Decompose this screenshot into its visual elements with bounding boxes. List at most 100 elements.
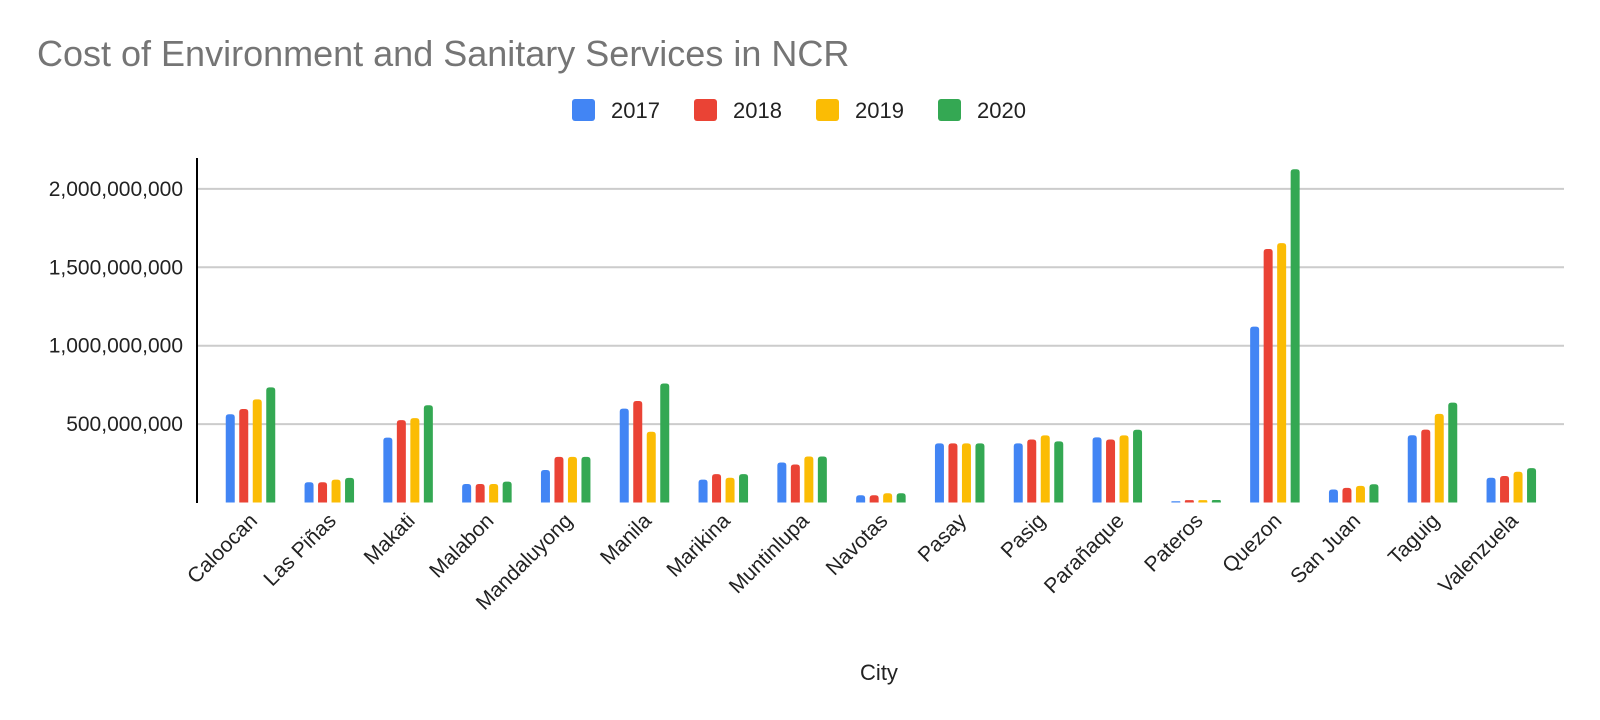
- bar-2019[interactable]: [331, 479, 341, 503]
- bar-2018[interactable]: [633, 401, 643, 503]
- bar-2020[interactable]: [423, 405, 433, 503]
- legend-label: 2017: [611, 98, 660, 123]
- bar-2019[interactable]: [1513, 471, 1523, 503]
- bar-2020[interactable]: [1369, 484, 1379, 503]
- bar-2018[interactable]: [1106, 439, 1116, 503]
- bar-2018[interactable]: [239, 409, 249, 503]
- legend-item-2017[interactable]: 2017: [572, 98, 660, 123]
- bar-group-mandaluyong: [540, 456, 591, 503]
- bar-2017[interactable]: [934, 443, 944, 503]
- bar-2018[interactable]: [1027, 439, 1037, 503]
- bar-group-san-juan: [1328, 484, 1379, 503]
- bar-2020[interactable]: [502, 481, 512, 503]
- bar-2018[interactable]: [869, 495, 879, 503]
- bars: [225, 169, 1537, 503]
- bar-2017[interactable]: [1407, 435, 1417, 503]
- bar-2019[interactable]: [1355, 485, 1365, 503]
- bar-2018[interactable]: [475, 483, 485, 503]
- bar-2020[interactable]: [1211, 499, 1221, 503]
- bar-2020[interactable]: [345, 477, 355, 503]
- legend-item-2019[interactable]: 2019: [816, 98, 904, 123]
- bar-group-las-piñas: [304, 477, 355, 503]
- bar-group-parañaque: [1092, 429, 1143, 503]
- bar-2018[interactable]: [1500, 476, 1510, 503]
- bar-2020[interactable]: [1290, 169, 1300, 503]
- x-axis-title: City: [860, 660, 898, 685]
- bar-2018[interactable]: [790, 464, 800, 503]
- bar-2017[interactable]: [698, 479, 708, 503]
- bar-2019[interactable]: [883, 493, 893, 503]
- bar-2019[interactable]: [1277, 243, 1287, 503]
- bar-2020[interactable]: [266, 387, 276, 503]
- bar-group-muntinlupa: [777, 456, 827, 503]
- bar-group-makati: [383, 405, 433, 503]
- bar-2020[interactable]: [1133, 429, 1143, 503]
- bar-2017[interactable]: [777, 462, 787, 503]
- bar-2019[interactable]: [489, 483, 499, 503]
- legend-item-2020[interactable]: 2020: [938, 98, 1026, 123]
- legend-label: 2019: [855, 98, 904, 123]
- bar-2017[interactable]: [225, 414, 235, 503]
- bar-2020[interactable]: [660, 383, 670, 503]
- legend-label: 2018: [733, 98, 782, 123]
- chart-title: Cost of Environment and Sanitary Service…: [37, 33, 849, 74]
- bar-2019[interactable]: [1040, 435, 1050, 503]
- bar-2017[interactable]: [1092, 437, 1102, 503]
- y-tick-label: 1,500,000,000: [49, 256, 183, 279]
- bar-group-valenzuela: [1486, 468, 1537, 503]
- bar-2019[interactable]: [567, 456, 577, 503]
- bar-2019[interactable]: [725, 477, 735, 503]
- bar-2017[interactable]: [383, 437, 393, 503]
- bar-2017[interactable]: [1171, 501, 1181, 503]
- legend-item-2018[interactable]: 2018: [694, 98, 782, 123]
- bar-2018[interactable]: [1342, 487, 1352, 503]
- bar-2017[interactable]: [856, 495, 866, 503]
- bar-group-navotas: [856, 493, 906, 503]
- bar-2019[interactable]: [1434, 413, 1444, 503]
- bar-2020[interactable]: [1527, 468, 1537, 503]
- bar-2020[interactable]: [581, 456, 591, 503]
- bar-2020[interactable]: [817, 456, 827, 503]
- bar-2018[interactable]: [948, 443, 958, 503]
- legend-swatch: [816, 99, 839, 121]
- bar-2017[interactable]: [619, 408, 629, 503]
- legend-swatch: [572, 99, 595, 121]
- y-tick-label: 2,000,000,000: [49, 178, 183, 201]
- bar-group-pasay: [934, 443, 985, 503]
- bar-2018[interactable]: [554, 456, 564, 503]
- bar-2018[interactable]: [1184, 500, 1194, 503]
- bar-2019[interactable]: [804, 456, 814, 503]
- bar-2020[interactable]: [896, 493, 906, 503]
- legend-label: 2020: [977, 98, 1026, 123]
- bar-2017[interactable]: [1250, 326, 1260, 503]
- bar-2018[interactable]: [712, 474, 722, 503]
- y-axis-ticks: 500,000,000 1,000,000,000 1,500,000,000 2,0…: [49, 178, 183, 436]
- bar-group-malabon: [462, 481, 512, 503]
- bar-2018[interactable]: [396, 420, 406, 503]
- bar-2019[interactable]: [1198, 500, 1208, 503]
- bar-2018[interactable]: [1421, 429, 1431, 503]
- bar-2017[interactable]: [304, 482, 314, 503]
- bar-2019[interactable]: [961, 443, 971, 503]
- bar-2018[interactable]: [318, 482, 328, 503]
- bar-2020[interactable]: [1054, 441, 1064, 503]
- bar-2017[interactable]: [1013, 443, 1023, 503]
- bar-group-pateros: [1171, 499, 1221, 503]
- legend: 2017 2018 2019 2020: [572, 98, 1026, 123]
- bar-2017[interactable]: [462, 483, 472, 503]
- bar-2017[interactable]: [1328, 489, 1338, 503]
- bar-2019[interactable]: [252, 399, 262, 503]
- bar-2019[interactable]: [1119, 435, 1129, 503]
- bar-2020[interactable]: [739, 474, 749, 503]
- bar-2019[interactable]: [410, 418, 420, 503]
- bar-2018[interactable]: [1263, 248, 1273, 503]
- bar-2019[interactable]: [646, 431, 656, 503]
- bar-2017[interactable]: [1486, 477, 1496, 503]
- bar-group-quezon: [1250, 169, 1300, 503]
- bar-2020[interactable]: [1448, 402, 1458, 503]
- bar-2017[interactable]: [540, 470, 550, 503]
- bar-group-manila: [619, 383, 670, 503]
- bar-2020[interactable]: [975, 443, 985, 503]
